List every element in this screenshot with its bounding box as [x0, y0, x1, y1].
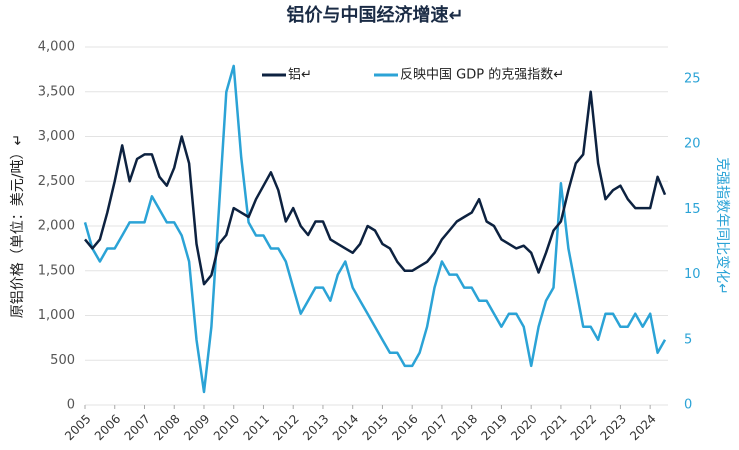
x-tick-label: 2006: [92, 412, 123, 443]
x-tick-label: 2008: [151, 412, 182, 443]
x-tick-label: 2011: [241, 412, 272, 443]
y-tick-label: 2,500: [38, 174, 75, 189]
x-tick-label: 2005: [62, 412, 93, 443]
y-tick-label: 0: [67, 398, 75, 413]
x-tick-label: 2014: [330, 412, 361, 443]
x-tick-label: 2021: [538, 412, 569, 443]
y-tick-label: 1,500: [38, 263, 75, 278]
x-tick-label: 2017: [419, 412, 450, 443]
y2-tick-label: 5: [684, 332, 692, 347]
x-tick-label: 2020: [508, 412, 539, 443]
y2-tick-label: 20: [684, 137, 701, 152]
x-tick-label: 2023: [598, 412, 629, 443]
y-axis-label: 原铝价格（单位：美元/吨）↵: [10, 134, 26, 318]
y-tick-label: 3,000: [38, 129, 75, 144]
y-tick-label: 4,000: [38, 40, 75, 55]
x-tick-label: 2024: [627, 412, 658, 443]
x-tick-label: 2009: [181, 412, 212, 443]
x-tick-label: 2016: [389, 412, 420, 443]
series-line: [84, 90, 667, 286]
y-tick-label: 3,500: [38, 84, 75, 99]
legend-label: 铝↵: [288, 68, 312, 83]
y-tick-label: 500: [50, 353, 75, 368]
y2-axis-label: 克强指数年同比变化↵: [714, 157, 730, 295]
x-tick-label: 2007: [122, 412, 153, 443]
y2-tick-label: 25: [684, 71, 701, 86]
x-tick-label: 2018: [449, 412, 480, 443]
x-tick-label: 2012: [270, 412, 301, 443]
x-tick-label: 2010: [211, 412, 242, 443]
x-tick-label: 2019: [479, 412, 510, 443]
y-tick-label: 1,000: [38, 308, 75, 323]
y-tick-label: 2,000: [38, 219, 75, 234]
y2-tick-label: 15: [684, 202, 701, 217]
series-line: [83, 64, 667, 394]
chart-title: 铝价与中国经济增速↵: [286, 4, 463, 26]
y2-tick-label: 10: [684, 267, 701, 282]
x-tick-label: 2013: [300, 412, 331, 443]
x-tick-label: 2022: [568, 412, 599, 443]
x-tick-label: 2015: [360, 412, 391, 443]
y2-tick-label: 0: [684, 398, 692, 413]
legend-label: 反映中国 GDP 的克强指数↵: [400, 67, 564, 83]
